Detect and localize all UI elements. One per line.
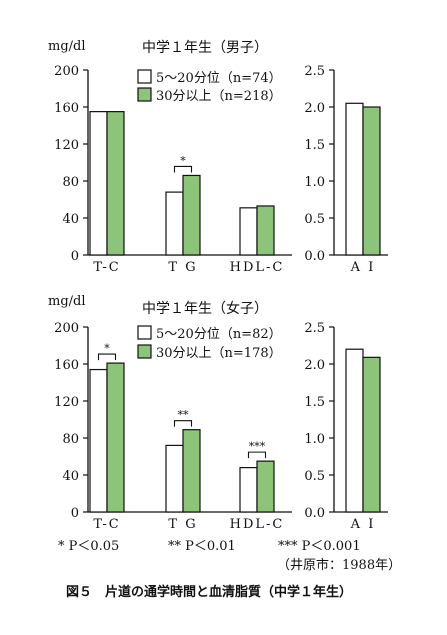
bar-green <box>182 429 201 513</box>
bar-white <box>89 111 108 256</box>
bar-marks <box>89 362 275 513</box>
significance-label: * <box>180 154 186 167</box>
y-tick-label: 80 <box>62 432 79 447</box>
bar-white <box>89 368 108 513</box>
ai-y-tick-label: 2.0 <box>304 101 325 116</box>
bar-white <box>165 191 184 256</box>
y-axis-ticks: 0 40 80 120 160 200 <box>54 64 292 264</box>
ai-y-tick-label: 1.5 <box>304 138 325 153</box>
x-axis-labels: T-C T G HDL-C A I <box>93 517 376 532</box>
ai-y-axis-ticks: 0.0 0.5 1.0 1.5 2.0 2.5 <box>304 64 388 264</box>
legend-swatch-white <box>137 325 152 340</box>
bar-green <box>182 174 201 256</box>
significance-label: * <box>104 342 110 355</box>
x-category-label: HDL-C <box>230 517 285 532</box>
chart-panel-girls: mg/dl 中学１年生（女子） 0 40 80 120 160 200 0.0 0.5 1.0… <box>48 294 388 532</box>
bar-green <box>106 111 125 256</box>
ai-bar-white <box>345 102 364 256</box>
y-tick-label: 160 <box>54 101 79 116</box>
footnote-p0001: *** P＜0.001 <box>278 539 361 554</box>
x-category-label: T G <box>168 260 197 275</box>
bar-white <box>165 444 184 513</box>
y-tick-label: 0 <box>71 506 79 521</box>
legend-label-white: 5～20分位（n=74） <box>156 71 282 86</box>
ai-category-label: A I <box>350 517 376 532</box>
chart-panel-boys: mg/dl 中学１年生（男子） 0 40 80 120 160 200 0.0 0.5 1.0… <box>48 39 388 275</box>
y-tick-label: 120 <box>54 395 79 410</box>
bar-green <box>256 205 275 256</box>
legend-label-white: 5～20分位（n=82） <box>156 327 282 342</box>
chart-title: 中学１年生（男子） <box>142 40 268 56</box>
x-category-label: HDL-C <box>230 260 285 275</box>
bar-white <box>239 467 258 513</box>
ai-bar-marks <box>345 348 381 513</box>
y-tick-label: 40 <box>62 469 79 484</box>
ai-y-tick-label: 2.5 <box>304 64 325 79</box>
ai-y-tick-label: 1.5 <box>304 395 325 410</box>
chart-title: 中学１年生（女子） <box>142 300 268 317</box>
ai-bar-white <box>345 348 364 513</box>
significance-label: *** <box>249 440 266 453</box>
ai-y-tick-label: 0.0 <box>304 249 325 264</box>
unit-label: mg/dl <box>48 294 86 309</box>
y-tick-label: 0 <box>71 249 79 264</box>
figure-caption: 図５ 片道の通学時間と血清脂質（中学１年生） <box>66 584 352 600</box>
significance-bracket <box>173 420 193 427</box>
y-tick-label: 80 <box>62 175 79 190</box>
y-tick-label: 120 <box>54 138 79 153</box>
ai-bar-green <box>362 106 381 256</box>
ai-bar-marks <box>345 102 381 256</box>
bar-white <box>239 207 258 256</box>
legend-swatch-green <box>137 87 152 102</box>
ai-y-tick-label: 1.0 <box>304 175 325 190</box>
significance-bracket <box>247 451 267 459</box>
ai-y-axis-ticks: 0.0 0.5 1.0 1.5 2.0 2.5 <box>304 321 388 521</box>
x-category-label: T-C <box>93 260 120 275</box>
legend-swatch-white <box>137 69 152 84</box>
ai-category-label: A I <box>350 260 376 275</box>
unit-label: mg/dl <box>48 39 86 54</box>
significance-brackets: ****** <box>97 342 267 459</box>
significance-label: ** <box>178 409 190 422</box>
footnote-p001: ** P＜0.01 <box>168 539 236 554</box>
ai-bar-green <box>362 356 381 513</box>
x-axis-labels: T-C T G HDL-C A I <box>93 260 376 275</box>
footnote-p005: * P＜0.05 <box>58 539 119 554</box>
ai-y-tick-label: 2.5 <box>304 321 325 336</box>
ai-y-tick-label: 0.5 <box>304 469 325 484</box>
x-category-label: T-C <box>93 517 120 532</box>
bar-green <box>106 362 125 513</box>
significance-bracket <box>173 165 193 173</box>
significance-brackets: * <box>173 154 193 173</box>
ai-y-tick-label: 0.0 <box>304 506 325 521</box>
source-note: （井原市：1988年） <box>277 557 401 573</box>
legend-swatch-green <box>137 344 152 359</box>
legend: 5～20分位（n=74） 30分以上（n=218） <box>137 69 282 104</box>
legend-label-green: 30分以上（n=178） <box>156 346 282 361</box>
ai-y-tick-label: 2.0 <box>304 358 325 373</box>
x-category-label: T G <box>168 517 197 532</box>
bar-marks <box>89 111 275 256</box>
significance-bracket <box>97 353 117 361</box>
y-tick-label: 200 <box>54 64 79 79</box>
bar-green <box>256 460 275 513</box>
ai-y-tick-label: 0.5 <box>304 212 325 227</box>
y-tick-label: 160 <box>54 358 79 373</box>
ai-y-tick-label: 1.0 <box>304 432 325 447</box>
legend: 5～20分位（n=82） 30分以上（n=178） <box>137 325 282 361</box>
y-tick-label: 40 <box>62 212 79 227</box>
y-tick-label: 200 <box>54 321 79 336</box>
legend-label-green: 30分以上（n=218） <box>156 89 282 104</box>
